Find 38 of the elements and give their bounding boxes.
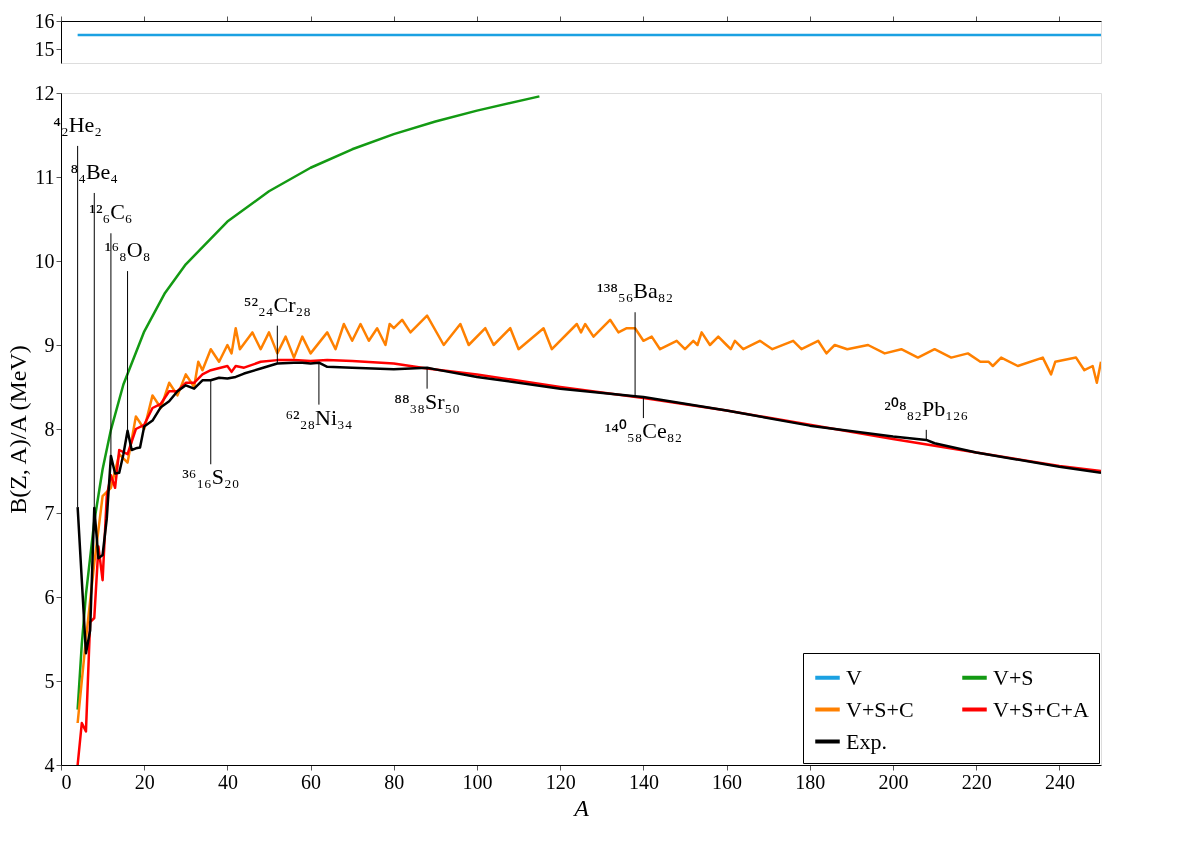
legend-label: V+S+C+A [993, 696, 1090, 722]
y-tick-label: 5 [44, 669, 55, 692]
x-tick-label: 160 [712, 770, 743, 793]
y-tick-label: 11 [35, 165, 55, 188]
y-tick-label: 16 [34, 9, 55, 32]
annotation: ⁵²₂₄Cr₂₈ [243, 291, 311, 317]
x-tick-label: 180 [795, 770, 826, 793]
x-tick-label: 0 [61, 770, 72, 793]
x-tick-label: 240 [1044, 770, 1075, 793]
annotation: ¹³⁸₅₆Ba₈₂ [597, 278, 674, 304]
x-tick-label: 200 [878, 770, 909, 793]
annotation: ²⁰⁸₈₂Pb₁₂₆ [884, 395, 969, 421]
x-tick-label: 40 [217, 770, 238, 793]
x-tick-label: 100 [462, 770, 493, 793]
x-tick-label: 20 [134, 770, 155, 793]
annotation: ⁶²₂₈Ni₃₄ [285, 404, 353, 430]
legend-label: V [846, 664, 862, 690]
y-tick-label: 15 [34, 37, 55, 60]
y-tick-label: 10 [34, 249, 55, 272]
legend-label: V+S+C [846, 696, 914, 722]
y-tick-label: 8 [44, 417, 55, 440]
x-tick-label: 140 [628, 770, 659, 793]
legend-label: Exp. [846, 728, 887, 754]
x-axis-title: A [572, 794, 590, 821]
legend-label: V+S [993, 664, 1034, 690]
y-tick-label: 12 [34, 81, 55, 104]
y-tick-label: 6 [44, 585, 55, 608]
annotation: ³⁶₁₆S₂₀ [182, 464, 240, 490]
y-tick-label: 9 [44, 333, 55, 356]
annotation: ¹⁴⁰₅₈Ce₈₂ [604, 418, 683, 444]
x-tick-label: 120 [545, 770, 576, 793]
y-axis-title: B(Z, A)/A (MeV) [4, 345, 31, 514]
y-tick-label: 4 [44, 753, 55, 776]
x-tick-label: 60 [301, 770, 322, 793]
x-tick-label: 80 [384, 770, 405, 793]
y-tick-label: 7 [44, 501, 55, 524]
annotation: ⁸⁸₃₈Sr₅₀ [394, 388, 460, 414]
x-tick-label: 220 [961, 770, 992, 793]
